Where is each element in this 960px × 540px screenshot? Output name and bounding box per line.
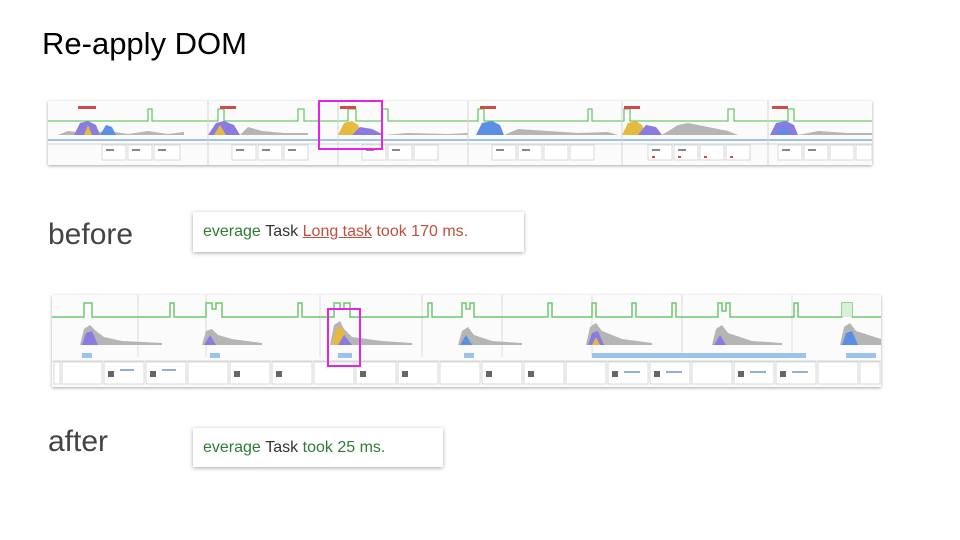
network-bars bbox=[82, 353, 876, 358]
log-prefix: everage bbox=[203, 438, 261, 456]
before-label: before bbox=[48, 218, 134, 251]
log-prefix: everage bbox=[203, 223, 261, 240]
timeline-screenshot-before bbox=[48, 101, 872, 165]
timeline-screenshot-after bbox=[52, 295, 881, 387]
cpu-activity bbox=[48, 121, 872, 135]
frame-details bbox=[108, 371, 786, 377]
log-duration: took 170 ms. bbox=[376, 223, 469, 240]
highlight-box-before bbox=[318, 100, 383, 150]
log-duration: took 25 ms. bbox=[302, 438, 386, 456]
frame-details bbox=[106, 149, 816, 151]
console-log-after: everage Task took 25 ms. bbox=[193, 428, 443, 467]
log-task: Task bbox=[265, 223, 299, 240]
after-label: after bbox=[48, 425, 109, 458]
highlight-box-after bbox=[327, 308, 361, 367]
fps-line bbox=[52, 302, 881, 318]
long-task-markers bbox=[78, 106, 788, 109]
frame-dots bbox=[120, 369, 808, 373]
cpu-activity bbox=[80, 321, 881, 345]
network-bar bbox=[48, 139, 872, 141]
long-task-link[interactable]: Long task bbox=[302, 223, 373, 240]
frame-red-dots bbox=[652, 156, 733, 158]
timeline-after-graphic bbox=[52, 295, 881, 387]
log-task: Task bbox=[265, 438, 299, 456]
slide-title: Re-apply DOM bbox=[42, 26, 247, 61]
timeline-before-graphic bbox=[48, 101, 872, 165]
console-log-before: everage Task Long task took 170 ms. bbox=[193, 212, 524, 252]
filmstrip-frames bbox=[53, 361, 881, 385]
